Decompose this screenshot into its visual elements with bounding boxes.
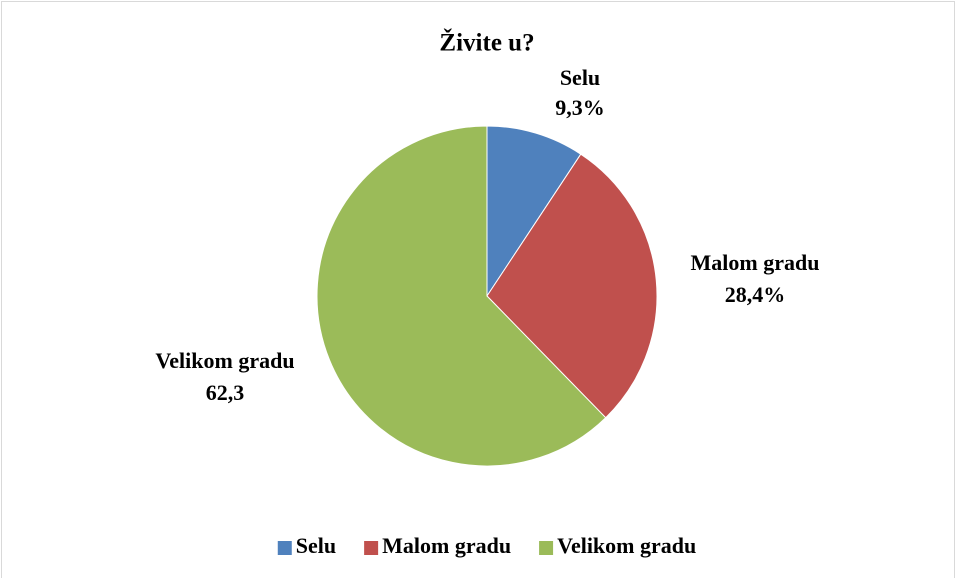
chart-title: Živite u? bbox=[439, 29, 534, 57]
pie-slice bbox=[486, 153, 658, 419]
data-label-value: 28,4% bbox=[725, 282, 786, 307]
data-label-name: Malom gradu bbox=[691, 250, 820, 275]
legend-label: Malom gradu bbox=[382, 533, 511, 558]
legend-swatch bbox=[539, 541, 554, 555]
legend-label: Selu bbox=[296, 533, 336, 558]
data-label-value: 9,3% bbox=[555, 95, 605, 120]
data-label-name: Velikom gradu bbox=[155, 348, 294, 373]
legend-swatch bbox=[277, 541, 292, 555]
legend: Selu Malom gradu Velikom gradu bbox=[277, 533, 696, 558]
data-label-name: Selu bbox=[560, 65, 600, 90]
pie-slice bbox=[486, 125, 582, 298]
data-label-value: 62,3 bbox=[206, 380, 245, 405]
legend-label: Velikom gradu bbox=[557, 533, 696, 558]
legend-swatch bbox=[364, 541, 379, 555]
pie-slice bbox=[316, 125, 607, 467]
